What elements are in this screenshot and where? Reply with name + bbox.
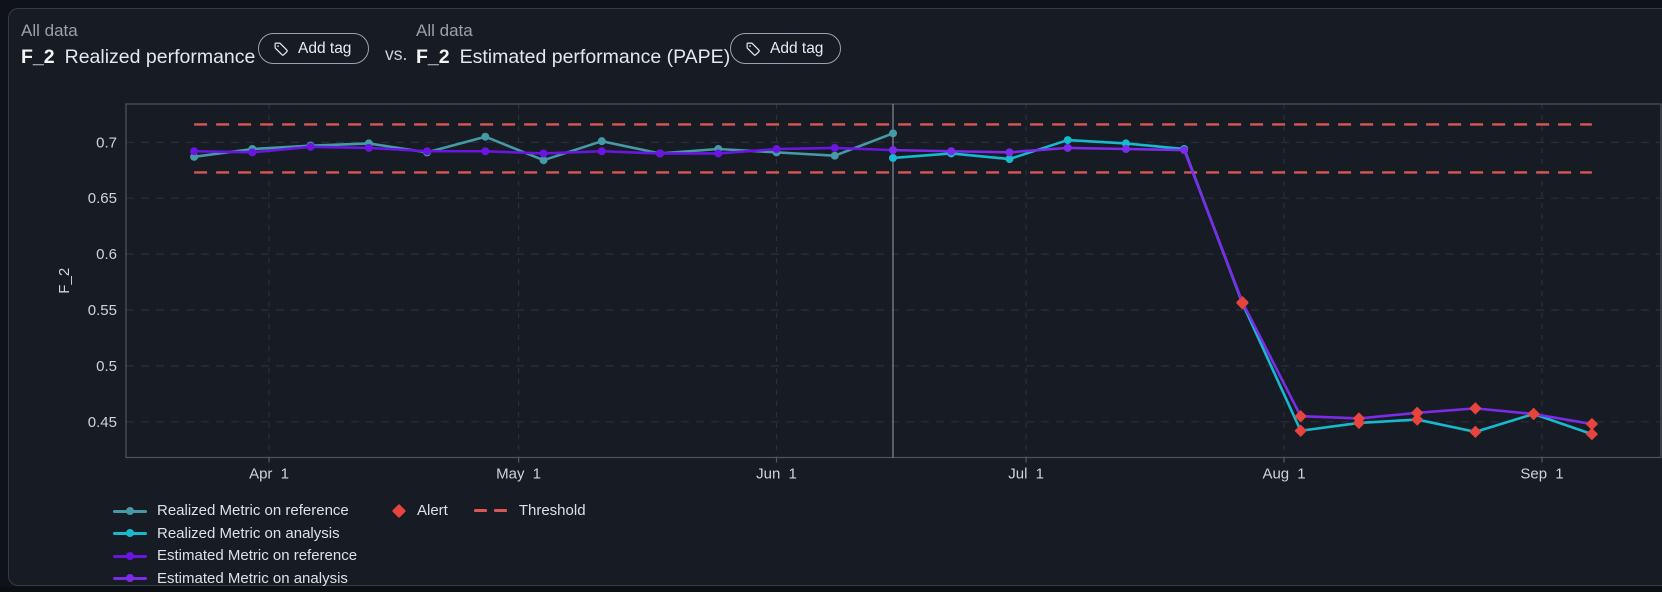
data-point-marker: [889, 129, 897, 138]
y-axis-title: F_2: [56, 268, 73, 294]
right-scope-label: All data: [416, 21, 473, 40]
data-point-marker: [889, 153, 897, 162]
series-realized-metric-on-analysis[interactable]: [889, 136, 1596, 439]
data-point-marker: [597, 137, 606, 146]
x-tick-label: Sep 1: [1520, 466, 1563, 483]
data-point-marker: [889, 146, 897, 155]
data-point-marker: [1063, 136, 1072, 145]
data-point-marker: [481, 147, 490, 156]
right-metric-name: F_2: [416, 46, 450, 68]
alert-markers: [1236, 295, 1599, 441]
left-metric-title: Realized performance: [64, 46, 256, 68]
data-point-marker: [306, 142, 315, 151]
tag-icon: [273, 41, 289, 57]
gridlines: 0.45 0.5 0.55 0.6 0.65 0.7 Apr 1 May 1 Jun 1 Jul …: [88, 104, 1661, 483]
chart-legend-markers: Alert Threshold: [391, 502, 586, 519]
add-tag-label: Add tag: [770, 39, 824, 57]
series-realized-metric-on-reference[interactable]: [190, 129, 897, 165]
y-tick-label: 0.6: [96, 246, 117, 263]
series-line: [892, 138, 1593, 436]
legend-item-realized-metric-on-reference[interactable]: Realized Metric on reference: [113, 502, 357, 519]
add-tag-button-left[interactable]: Add tag: [258, 33, 370, 64]
alert-diamond: [1410, 406, 1424, 420]
data-point-marker: [830, 143, 839, 152]
alert-legend-label: Alert: [417, 502, 448, 519]
legend-line-swatch: [113, 527, 147, 539]
data-point-marker: [539, 149, 548, 158]
legend-line-swatch: [113, 550, 147, 562]
data-point-marker: [830, 151, 839, 160]
y-tick-label: 0.45: [88, 414, 117, 431]
alert-diamond-swatch: [391, 503, 407, 518]
y-tick-label: 0.7: [96, 134, 117, 151]
add-tag-label: Add tag: [298, 39, 352, 57]
legend-line-swatch: [113, 505, 147, 517]
series-estimated-metric-on-analysis[interactable]: [889, 143, 1596, 429]
data-point-marker: [597, 147, 606, 156]
x-tick-label: Aug 1: [1262, 466, 1305, 483]
data-point-marker: [481, 132, 490, 141]
x-tick-label: May 1: [496, 466, 541, 483]
x-tick-label: Jul 1: [1008, 466, 1044, 483]
alert-diamond: [1410, 413, 1424, 426]
right-metric-header: All data F_2 Estimated performance (PAPE…: [416, 21, 730, 69]
y-tick-label: 0.65: [88, 190, 117, 207]
x-tick-label: Apr 1: [249, 466, 289, 483]
data-point-marker: [1063, 143, 1072, 152]
data-point-marker: [190, 147, 199, 156]
legend-label: Realized Metric on reference: [157, 502, 349, 519]
data-point-marker: [423, 147, 432, 156]
legend-item-estimated-metric-on-analysis[interactable]: Estimated Metric on analysis: [113, 569, 357, 587]
vs-separator: vs.: [385, 44, 408, 64]
alert-diamond: [1469, 402, 1482, 415]
y-tick-label: 0.55: [88, 302, 117, 319]
alert-diamond: [1352, 412, 1366, 425]
right-metric-title: Estimated performance (PAPE): [459, 46, 731, 68]
data-point-marker: [1180, 146, 1189, 155]
bottom-divider: [0, 587, 1662, 592]
alert-diamond: [1585, 427, 1599, 441]
left-metric-header: All data F_2 Realized performance: [21, 21, 255, 69]
threshold-lines: [194, 123, 1592, 174]
chart-legend: Realized Metric on reference Realized Met…: [113, 502, 358, 587]
add-tag-button-right[interactable]: Add tag: [730, 33, 842, 64]
legend-item-estimated-metric-on-reference[interactable]: Estimated Metric on reference: [113, 547, 358, 564]
data-point-marker: [248, 148, 257, 157]
data-point-marker: [714, 149, 723, 158]
x-tick-label: Jun 1: [756, 466, 797, 483]
left-scope-label: All data: [21, 21, 78, 40]
data-point-marker: [1121, 139, 1130, 148]
threshold-dash-swatch: [473, 509, 507, 512]
alert-diamond: [1585, 417, 1599, 431]
threshold-legend-label: Threshold: [518, 502, 586, 519]
data-point-marker: [364, 143, 373, 152]
legend-label: Estimated Metric on reference: [157, 547, 358, 564]
legend-label: Estimated Metric on analysis: [157, 569, 348, 587]
data-point-marker: [539, 156, 548, 165]
data-point-marker: [1005, 155, 1014, 164]
data-point-marker: [772, 145, 781, 154]
legend-label: Realized Metric on analysis: [157, 524, 340, 542]
left-metric-name: F_2: [21, 46, 55, 68]
alert-diamond: [1527, 407, 1540, 421]
metric-comparison-card: All data F_2 Realized performance Add ta…: [8, 8, 1662, 587]
series-estimated-metric-on-reference[interactable]: [190, 142, 897, 158]
tag-icon: [745, 41, 761, 57]
alert-diamond: [1236, 295, 1249, 309]
alert-diamond: [1469, 425, 1482, 439]
data-point-marker: [656, 149, 665, 158]
legend-line-swatch: [113, 572, 147, 584]
data-point-marker: [1121, 145, 1130, 154]
data-point-marker: [1005, 148, 1014, 157]
legend-item-realized-metric-on-analysis[interactable]: Realized Metric on analysis: [113, 524, 357, 542]
data-point-marker: [947, 147, 956, 156]
alert-diamond: [1294, 410, 1307, 423]
alert-diamond: [1294, 424, 1307, 437]
y-tick-label: 0.5: [96, 358, 117, 375]
performance-chart[interactable]: 0.45 0.5 0.55 0.6 0.65 0.7 Apr 1 May 1 Jun 1 Jul …: [9, 89, 1662, 491]
series-line: [892, 146, 1593, 426]
data-point-marker: [190, 152, 199, 161]
